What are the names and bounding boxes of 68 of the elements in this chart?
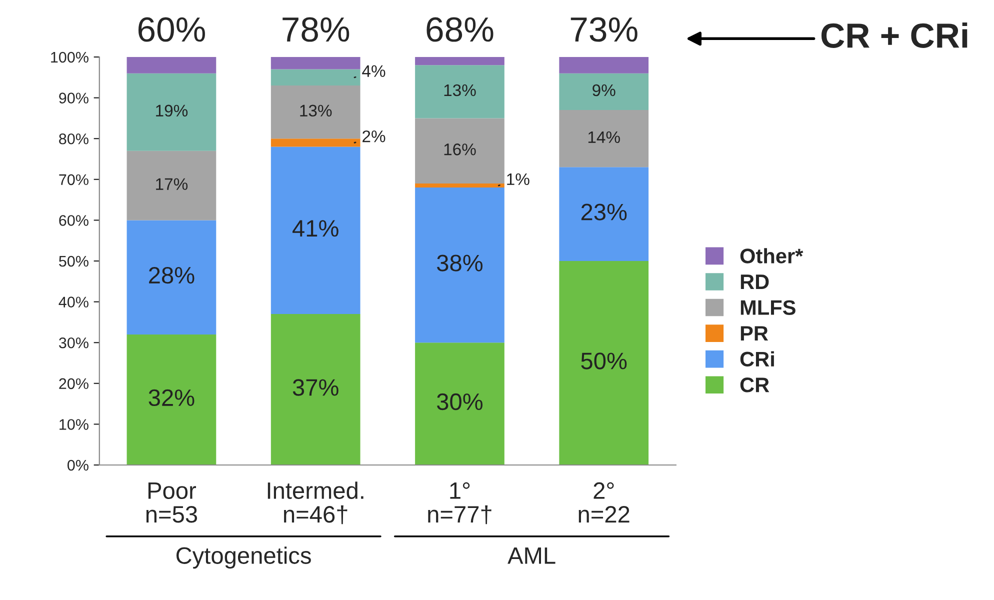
legend-label: PR xyxy=(740,326,768,341)
text: AML xyxy=(508,547,556,564)
data-label: 16% xyxy=(444,144,476,156)
data-label: 50% xyxy=(581,352,627,370)
y-tick-label: 80% xyxy=(59,133,88,144)
y-tick-label: 70% xyxy=(59,174,88,186)
bar xyxy=(126,73,216,151)
data-label: 13% xyxy=(300,104,332,117)
bar xyxy=(126,334,216,465)
data-label: 38% xyxy=(436,254,483,272)
legend-label: RD xyxy=(740,274,769,289)
y-tick-label: 90% xyxy=(59,92,88,104)
legend-label: Other* xyxy=(740,248,804,264)
annotation: 60% xyxy=(138,17,205,42)
y-tick-label: 20% xyxy=(59,378,88,390)
data-label: 9% xyxy=(592,84,616,96)
bar xyxy=(415,118,504,184)
legend-label: MLFS xyxy=(740,300,796,315)
data-label: 23% xyxy=(581,204,627,220)
data-label: 2% xyxy=(362,130,386,142)
bar xyxy=(126,220,216,334)
bar xyxy=(270,57,360,70)
bar xyxy=(559,261,649,465)
y-tick-label: 40% xyxy=(58,296,88,308)
bar xyxy=(415,188,504,343)
bar xyxy=(559,57,649,74)
data-label: 28% xyxy=(149,266,194,284)
annotation: 73% xyxy=(570,17,638,42)
x-tick-label: 2° n=22 xyxy=(578,482,630,522)
bar xyxy=(559,167,649,261)
legend-label: CRi xyxy=(740,351,774,367)
y-tick-label: 10% xyxy=(60,419,88,430)
x-tick-label: Intermed. n=46† xyxy=(268,482,364,524)
data-label: 32% xyxy=(148,389,194,406)
bar xyxy=(270,86,360,139)
data-label: 13% xyxy=(444,84,476,96)
annotation: 78% xyxy=(282,17,350,42)
legend-label: CR xyxy=(740,378,770,392)
y-tick-label: 30% xyxy=(58,337,88,348)
bar xyxy=(415,57,504,66)
bar xyxy=(270,138,360,147)
y-tick-label: 0% xyxy=(68,460,88,471)
bar xyxy=(559,110,649,168)
bar xyxy=(126,150,216,220)
data-label: 17% xyxy=(156,178,188,190)
bar xyxy=(415,183,504,188)
bar xyxy=(270,69,360,86)
bar xyxy=(559,73,649,110)
bar xyxy=(415,65,504,118)
data-label: 4% xyxy=(362,65,386,77)
data-label: 41% xyxy=(292,220,338,237)
y-tick-label: 60% xyxy=(59,215,88,226)
text: CR + CRi xyxy=(821,22,968,48)
data-label: 30% xyxy=(436,393,483,410)
bar xyxy=(126,57,216,74)
y-tick-label: 50% xyxy=(59,256,88,267)
data-label: 37% xyxy=(292,379,338,396)
bar xyxy=(270,314,360,465)
text: Cytogenetics xyxy=(176,546,311,569)
data-label: 19% xyxy=(156,104,188,117)
bar xyxy=(270,146,360,314)
data-label: 14% xyxy=(588,131,620,144)
annotation: 68% xyxy=(426,17,494,42)
bar xyxy=(415,342,504,465)
x-tick-label: Poor n=53 xyxy=(146,482,198,523)
y-tick-label: 100% xyxy=(51,52,88,63)
x-tick-label: 1° n=77† xyxy=(428,482,492,524)
data-label: 1% xyxy=(507,173,530,186)
